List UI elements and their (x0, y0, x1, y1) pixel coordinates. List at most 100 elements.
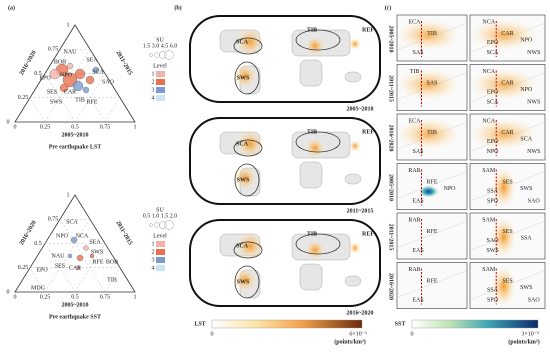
landmass (344, 173, 362, 185)
map-frame (189, 117, 381, 205)
region-label: SAS (426, 80, 437, 86)
map-frame (189, 15, 381, 103)
bubble (49, 68, 61, 80)
ternary-grid (104, 267, 121, 293)
region-label: SWS (520, 285, 532, 291)
region-label: NPO (520, 38, 533, 44)
label: (b) (174, 4, 181, 11)
density (491, 266, 516, 307)
region-ring (295, 131, 341, 153)
region-label: SAM (482, 267, 496, 273)
bubble (92, 66, 100, 74)
size-swatch (149, 223, 153, 227)
region-label: SPO (487, 199, 499, 205)
density (470, 19, 538, 51)
region-label: RFE (426, 179, 437, 185)
region-label: SAM (482, 217, 496, 223)
hotspot (233, 166, 257, 190)
bubble (75, 265, 81, 271)
region-label: CAR (69, 265, 81, 271)
bubble (67, 253, 73, 259)
region-label: TIB (307, 129, 317, 135)
region-label: NCA (482, 69, 495, 75)
level-swatch (156, 257, 165, 263)
legend-title: SU (156, 37, 164, 43)
period-label: 2005~2010 (346, 106, 373, 112)
landmass (344, 275, 362, 287)
axis-label: 2005~2010 (61, 302, 88, 308)
region-label: TIB (427, 31, 437, 37)
size-swatch (149, 53, 153, 57)
region-label: NAU (64, 49, 78, 55)
region-label: TIB (410, 69, 420, 75)
panel-title: Pre earthquake LST (49, 144, 102, 150)
region-label: SSA (487, 287, 499, 293)
region-label: NCA (482, 19, 495, 25)
level-swatch (156, 249, 165, 255)
region-label: SAO (528, 298, 541, 304)
region-ring (234, 265, 260, 299)
colorbar (411, 319, 539, 329)
region-label: NPO (486, 149, 499, 155)
legend-sizes: 1.5 3.0 4.5 6.0 (143, 43, 178, 49)
region-label: ECA (409, 118, 422, 124)
density (491, 167, 516, 208)
region-label: NWS (527, 50, 540, 56)
row-label: 2005~2010 (388, 25, 394, 52)
colorbar (211, 319, 363, 329)
region-label: CAR (501, 31, 513, 37)
region-label: SAO (102, 79, 115, 85)
region-ring (233, 37, 263, 55)
density (470, 118, 538, 150)
region-label: TIB (75, 97, 85, 103)
legend-title: Level (153, 63, 167, 69)
region-label: NPO (60, 72, 73, 78)
map-frame (189, 219, 381, 307)
region-label: SWS (237, 279, 250, 285)
ternary-grid (74, 73, 106, 123)
region-label: ECA (409, 19, 422, 25)
region-label: EPO (36, 267, 48, 273)
tick-label: 1 (134, 294, 137, 300)
region-label: SES (55, 263, 65, 269)
tick-label: 1 (134, 124, 137, 130)
axis-label: 2011~2015 (114, 220, 133, 246)
region-label: SSA (521, 236, 533, 242)
size-swatch (164, 220, 174, 230)
region-label: NPO (56, 233, 69, 239)
bubble (83, 245, 89, 251)
level-swatch (156, 79, 165, 85)
region-label: SWS (50, 99, 62, 105)
tick-label: 0.25 (40, 294, 51, 300)
region-label: NPO (520, 87, 533, 93)
ternary-grid (74, 243, 106, 293)
legend-level: 1 (152, 241, 155, 247)
colorbar-max: 3×10⁻³ (521, 331, 539, 337)
bubble (72, 80, 84, 92)
size-swatch (159, 51, 167, 59)
region-ring (234, 163, 260, 197)
hotspot (305, 36, 325, 56)
cell-border (396, 270, 468, 298)
region-label: SCA (236, 141, 249, 147)
region-label: SEA (86, 57, 98, 63)
size-swatch (164, 50, 174, 60)
tick-label: 0 (7, 289, 10, 295)
bubble (89, 253, 95, 259)
hotspot (349, 242, 361, 254)
region-label: NWS (527, 100, 540, 106)
region-label: SWS (486, 248, 498, 254)
legend-level: 3 (152, 257, 155, 263)
region-label: NCA (482, 118, 495, 124)
region-label: SES (502, 179, 512, 185)
colorbar-name: SST (395, 321, 406, 327)
region-label: SAO (486, 238, 499, 244)
region-label: BOB (54, 59, 66, 65)
region-label: EAS (412, 298, 423, 304)
region-label: BOB (106, 259, 118, 265)
ref-label: REF (362, 231, 374, 237)
region-label: SWS (237, 177, 250, 183)
region-label: TIB (307, 27, 317, 33)
region-label: SCA (66, 219, 78, 225)
bubble (82, 86, 90, 94)
